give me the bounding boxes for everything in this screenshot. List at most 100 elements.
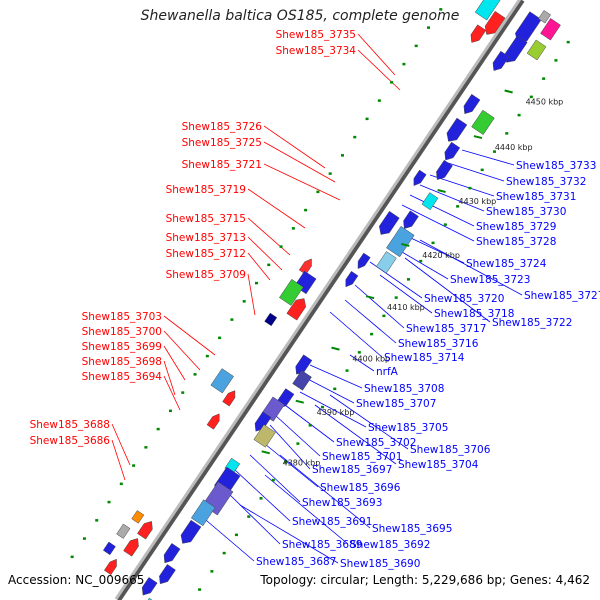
gene-label-right: Shew185_3723	[450, 274, 530, 286]
gene-label-right: Shew185_3714	[384, 352, 465, 364]
leader-line-right	[329, 311, 383, 358]
gene-feature	[292, 370, 312, 391]
tick-dot	[316, 190, 320, 194]
tick-dot	[95, 519, 99, 522]
leader-line-right	[419, 184, 485, 212]
leader-line-left	[247, 252, 271, 281]
leader-line-right	[259, 439, 319, 488]
scale-tick	[261, 450, 270, 455]
leader-line-right	[409, 194, 475, 227]
gene-feature	[357, 252, 371, 269]
leader-line-right	[444, 161, 505, 182]
gene-feature	[484, 10, 506, 35]
gene-label-right: Shew185_3704	[398, 459, 479, 471]
tick-dot	[271, 478, 275, 482]
tick-dot	[431, 241, 435, 245]
gene-label-right: Shew185_3724	[466, 258, 547, 270]
gene-feature	[538, 10, 551, 24]
gene-feature	[540, 18, 561, 41]
gene-label-left: Shew185_3726	[182, 121, 263, 133]
tick-dot	[279, 245, 283, 248]
leader-line-right	[329, 394, 409, 450]
scale-tick	[331, 346, 340, 351]
leader-line-right	[344, 299, 397, 344]
tick-dot	[70, 555, 74, 559]
tick-dot	[259, 497, 263, 500]
leader-line-left	[263, 125, 326, 169]
tick-dot	[480, 168, 484, 172]
gene-label-right: Shew185_3697	[312, 464, 392, 476]
gene-label-right: Shew185_3717	[406, 323, 486, 335]
leader-line-right	[461, 149, 515, 166]
backbone-shadow	[115, 0, 525, 600]
leader-line-left	[357, 33, 396, 76]
tick-dot	[222, 551, 226, 555]
gene-feature	[526, 39, 547, 61]
tick-dot	[304, 208, 308, 212]
gene-label-left: Shew185_3725	[182, 137, 262, 149]
tick-dot	[426, 26, 430, 29]
leader-line-right	[379, 274, 433, 314]
tick-dot	[193, 373, 197, 376]
tick-dot	[308, 424, 312, 427]
tick-dot	[394, 296, 398, 299]
tick-dot	[284, 460, 288, 464]
leader-line-left	[247, 217, 291, 256]
tick-dot	[443, 223, 447, 226]
gene-label-right: Shew185_3708	[364, 383, 444, 395]
gene-feature	[379, 210, 400, 235]
leader-line-right	[274, 414, 321, 457]
gene-feature	[436, 159, 453, 180]
gene-label-right: Shew185_3706	[410, 444, 491, 456]
tick-dot	[402, 62, 406, 66]
tick-dot	[156, 427, 160, 431]
gene-feature	[103, 558, 117, 576]
tick-dot	[517, 113, 521, 117]
gene-feature	[180, 519, 202, 544]
scale-label: 4420 kbp	[422, 251, 460, 260]
gene-feature	[376, 251, 397, 274]
leader-line-right	[401, 204, 475, 242]
gene-label-right: Shew185_3691	[292, 516, 372, 528]
tick-dot	[218, 336, 222, 340]
leader-line-right	[354, 284, 405, 329]
gene-feature	[131, 510, 145, 524]
gene-label-right: Shew185_3689	[282, 539, 362, 551]
tick-dot	[82, 537, 86, 540]
gene-feature	[474, 0, 501, 21]
gene-label-right: Shew185_3707	[356, 398, 436, 410]
leader-line-right	[264, 474, 349, 545]
gene-label-right: Shew185_3693	[302, 497, 382, 509]
gene-feature	[159, 564, 176, 585]
scale-label: 4430 kbp	[459, 197, 497, 206]
gene-feature	[446, 117, 468, 142]
gene-label-left: Shew185_3698	[82, 356, 162, 368]
map-title: Shewanella baltica OS185, complete genom…	[140, 8, 460, 24]
tick-dot	[181, 391, 185, 394]
leader-line-right	[404, 257, 491, 323]
gene-feature	[254, 411, 272, 432]
gene-feature	[470, 24, 487, 43]
leader-line-left	[163, 360, 176, 396]
gene-label-right: Shew185_3732	[506, 176, 586, 188]
leader-line-right	[269, 424, 311, 470]
leader-line-right	[234, 469, 291, 522]
tick-dot	[377, 99, 381, 102]
leader-line-left	[163, 345, 186, 381]
scale-label: 4400 kbp	[352, 355, 390, 364]
tick-dot	[492, 150, 496, 153]
tick-dot	[247, 515, 251, 518]
gene-feature	[102, 541, 116, 556]
gene-label-right: Shew185_3729	[476, 221, 556, 233]
gene-label-right: Shew185_3718	[434, 308, 514, 320]
gene-feature	[504, 35, 528, 63]
gene-feature	[253, 424, 276, 448]
scale-tick	[504, 89, 513, 94]
gene-label-right: Shew185_3702	[336, 437, 416, 449]
gene-feature	[413, 169, 427, 186]
gene-feature	[210, 368, 234, 394]
tick-dot	[566, 40, 570, 44]
gene-feature	[386, 225, 415, 258]
leader-line-right	[199, 514, 255, 562]
gene-feature	[421, 192, 439, 211]
